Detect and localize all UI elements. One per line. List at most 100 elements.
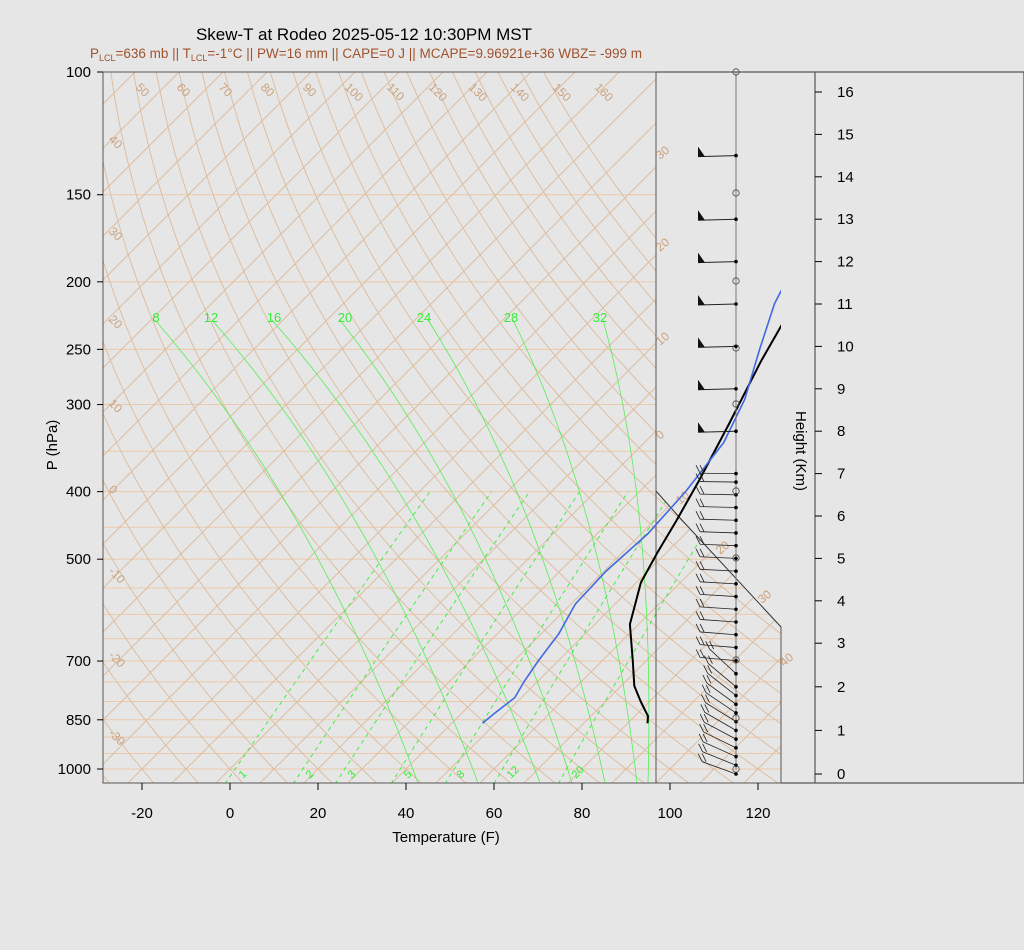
isotherm--40 <box>103 72 752 721</box>
wind-barb-flag <box>699 465 705 474</box>
wind-barb-flag <box>695 536 701 545</box>
barb-level-circle <box>732 400 740 408</box>
moist-adiabat-5 <box>512 319 638 783</box>
mixing-ratio-line-20 <box>558 491 730 783</box>
barb-station-dot <box>734 754 738 759</box>
barb-level-circle <box>732 656 740 664</box>
height-tick-label: 14 <box>837 169 854 186</box>
wind-barb-flag <box>695 473 701 482</box>
mixing-ratio-line-3 <box>335 491 530 783</box>
isotherm-label-top: 120 <box>426 80 450 104</box>
barb-station-dot <box>734 582 738 586</box>
wind-barb <box>700 631 737 636</box>
moist-adiabat-1 <box>211 319 479 783</box>
barb-station-dot <box>734 344 738 349</box>
temp-tick-label: 20 <box>310 805 327 822</box>
isotherm-label-left: -30 <box>106 726 128 748</box>
dry-adiabat-60 <box>103 159 512 783</box>
wind-barb-pennant <box>698 379 705 390</box>
moist-adiabat-2 <box>271 319 541 783</box>
wind-barb <box>706 682 737 705</box>
temp-tick-label: 0 <box>226 805 234 822</box>
height-tick-label: 15 <box>837 126 854 143</box>
isotherm--90 <box>103 72 532 501</box>
wind-barb <box>700 543 737 547</box>
wind-barb-pennant <box>698 210 705 221</box>
mixing-ratio-label-bottom: 12 <box>505 764 522 781</box>
wind-barb-flag <box>701 694 706 703</box>
temp-tick-label: -20 <box>131 805 153 822</box>
barb-level-circle <box>732 554 740 562</box>
isotherm-label-top: 140 <box>508 80 532 104</box>
barb-station-dot <box>734 259 738 264</box>
tlcl-subscript: LCL <box>191 53 208 63</box>
isotherm-label-top: 150 <box>550 80 574 104</box>
wind-barb-flag <box>701 684 707 694</box>
mixing-ratio-line-12 <box>493 491 673 783</box>
isotherm--50 <box>103 72 708 677</box>
wind-barb-flag <box>699 548 705 557</box>
wind-barb-flag <box>699 473 705 482</box>
wind-barb-flag <box>705 684 711 694</box>
wind-barb-flag <box>703 714 709 723</box>
wind-barb <box>704 721 737 740</box>
barb-station-dot <box>734 763 738 768</box>
barb-station-dot <box>734 543 738 548</box>
plot-frame <box>102 71 657 784</box>
wind-barb <box>705 702 737 723</box>
mixing-ratio-label-top: 8 <box>152 310 159 325</box>
wind-barb-flag <box>699 561 705 570</box>
dry-adiabat-190 <box>383 72 781 576</box>
isotherm--130 <box>103 72 356 325</box>
wind-barb-flag <box>695 649 701 658</box>
dry-adiabat-170 <box>338 72 781 635</box>
wind-barb-pennant <box>698 337 705 348</box>
wind-barb-flag <box>699 523 705 532</box>
dry-adiabat-200 <box>406 72 781 547</box>
wind-barb-flag <box>695 523 701 532</box>
wind-barb-flag <box>702 733 708 743</box>
wind-barb <box>699 493 737 496</box>
isotherm--180 <box>103 72 136 105</box>
isotherm--160 <box>103 72 224 193</box>
barb-station-dot <box>734 658 738 663</box>
pressure-tick-label: 200 <box>66 274 91 291</box>
isotherm-label-left: 40 <box>106 132 126 152</box>
wind-barb-flag <box>699 510 705 520</box>
isotherm-label-top: 80 <box>258 80 278 100</box>
barb-station-dot <box>734 620 738 624</box>
dry-adiabat-160 <box>315 72 781 665</box>
barb-level-circle <box>732 189 740 197</box>
temperature-line <box>628 324 781 724</box>
height-tick-label: 3 <box>837 635 845 652</box>
wind-barb-flag <box>695 611 701 620</box>
wind-barb-flag <box>708 655 713 664</box>
wind-barb-flag <box>699 649 705 658</box>
wind-barb-flag <box>697 753 703 762</box>
wind-barb <box>702 741 737 757</box>
barb-station-dot <box>734 531 738 535</box>
height-tick-label: 5 <box>837 550 845 567</box>
wind-barb <box>702 751 737 766</box>
barb-station-dot <box>734 471 738 476</box>
height-tick-label: 10 <box>837 338 854 355</box>
isotherm-70 <box>523 525 781 783</box>
barb-station-dot <box>734 685 738 689</box>
barb-station-dot <box>734 505 738 510</box>
y-axis-label: P (hPa) <box>44 420 61 471</box>
wind-barb-flag <box>701 753 707 762</box>
wind-barbs <box>695 68 740 776</box>
pressure-axis: 100 150 200 250 300 400 500 700 850 1000 <box>58 64 103 778</box>
isotherm--200 <box>0 72 47 784</box>
wind-barb <box>700 581 737 585</box>
wind-barb-flag <box>703 723 709 733</box>
barb-station-dot <box>734 746 738 750</box>
dry-adiabat-220 <box>451 72 781 489</box>
height-tick-label: 9 <box>837 381 845 398</box>
isotherm-label-left: 10 <box>106 396 126 416</box>
wind-barb-flag <box>695 623 701 633</box>
barb-station-dot <box>734 569 738 573</box>
mixing-ratio-label-bottom: 8 <box>455 768 468 781</box>
